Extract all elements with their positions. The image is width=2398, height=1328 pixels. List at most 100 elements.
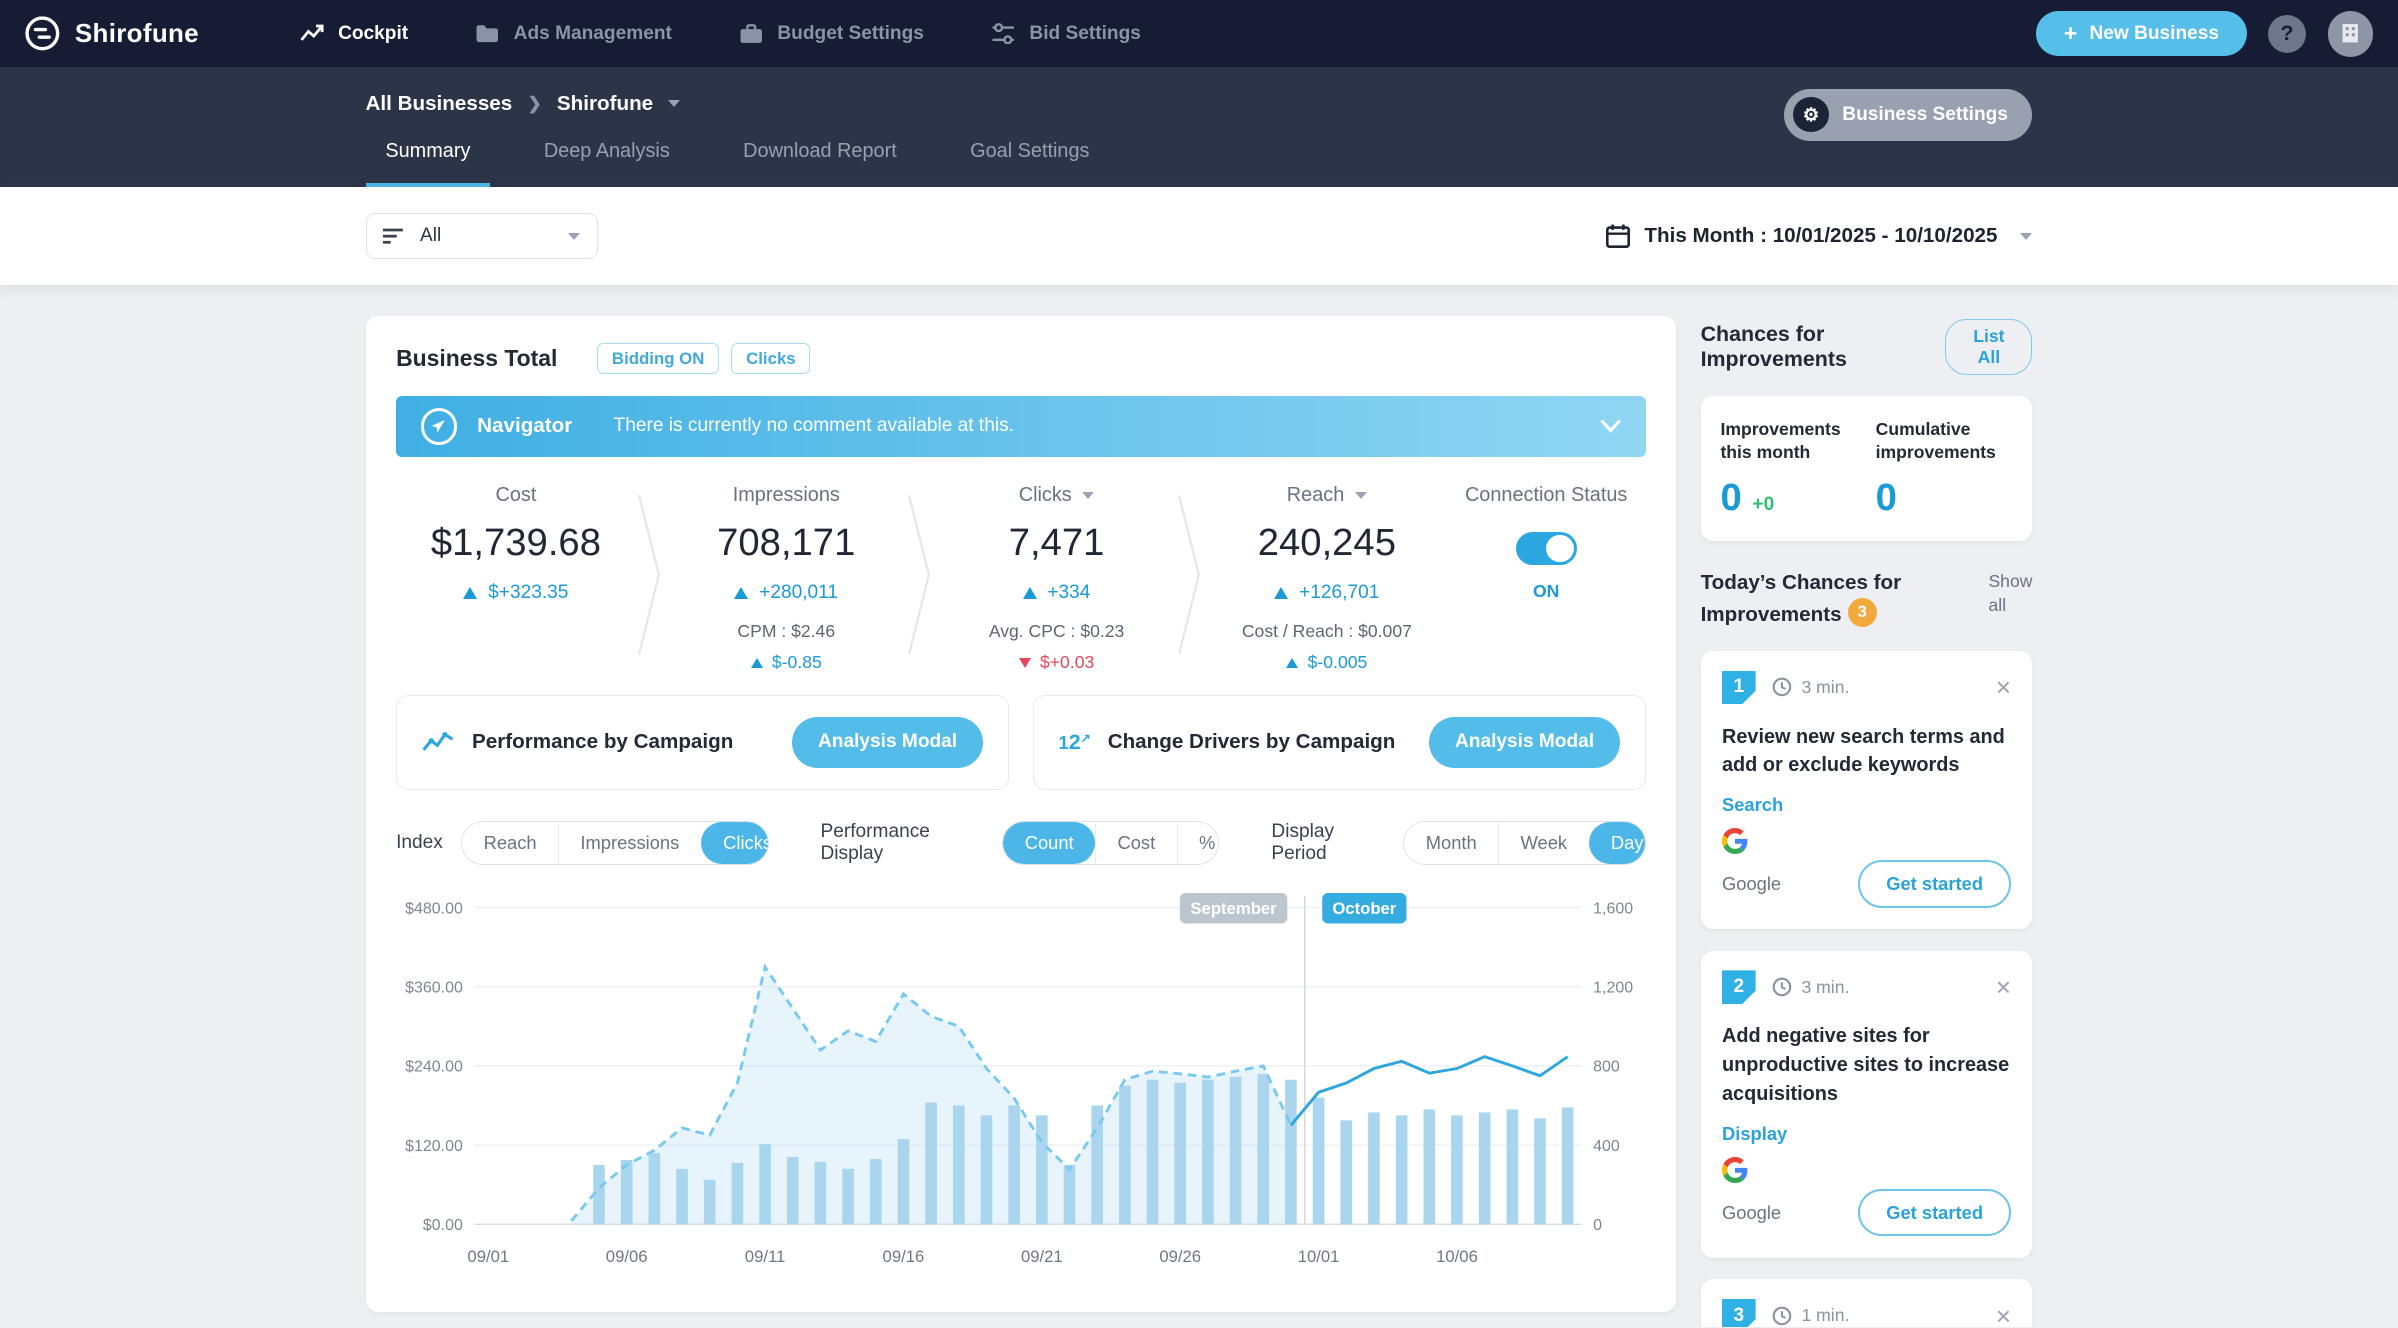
- clicks-bar[interactable]: [1479, 1112, 1491, 1224]
- display-option-cost[interactable]: Cost: [1095, 822, 1177, 864]
- clicks-bar[interactable]: [1534, 1118, 1546, 1224]
- close-icon[interactable]: ×: [1996, 674, 2011, 700]
- performance-by-campaign-panel: Performance by Campaign Analysis Modal: [396, 695, 1009, 790]
- clicks-bar[interactable]: [953, 1105, 965, 1224]
- improvements-sidebar: Chances for Improvements List All Improv…: [1701, 316, 2033, 1328]
- main-menu: Cockpit Ads Management Budget Settings B…: [266, 0, 1174, 67]
- performance-display-label: Performance Display: [820, 821, 983, 865]
- clicks-bar[interactable]: [815, 1161, 827, 1223]
- period-option-week[interactable]: Week: [1498, 822, 1588, 864]
- clicks-bar[interactable]: [1008, 1105, 1020, 1224]
- kpi-sub-delta: $-0.005: [1308, 652, 1368, 673]
- close-icon[interactable]: ×: [1996, 1303, 2011, 1328]
- improvement-number-badge: 1: [1722, 671, 1756, 705]
- change-drivers-panel: 12↗ Change Drivers by Campaign Analysis …: [1033, 695, 1646, 790]
- clicks-bar[interactable]: [842, 1168, 854, 1223]
- metric-caret-icon[interactable]: [1082, 492, 1094, 499]
- clicks-bar[interactable]: [1396, 1115, 1408, 1224]
- date-range-picker[interactable]: This Month : 10/01/2025 - 10/10/2025: [1605, 223, 2033, 249]
- clicks-bar[interactable]: [1507, 1109, 1519, 1224]
- tab-deep-analysis[interactable]: Deep Analysis: [524, 140, 690, 187]
- user-avatar[interactable]: [2328, 11, 2374, 57]
- up-arrow-icon: [1286, 658, 1298, 668]
- clicks-bar[interactable]: [1174, 1082, 1186, 1224]
- google-icon: [1722, 1157, 1748, 1183]
- help-icon[interactable]: ?: [2268, 15, 2306, 53]
- breadcrumb-all-businesses[interactable]: All Businesses: [366, 92, 513, 116]
- nav-item-budget-settings[interactable]: Budget Settings: [706, 0, 958, 67]
- nav-item-ads-management[interactable]: Ads Management: [442, 0, 706, 67]
- list-all-button[interactable]: List All: [1945, 319, 2032, 375]
- clicks-bar[interactable]: [732, 1162, 744, 1223]
- clicks-bar[interactable]: [898, 1139, 910, 1224]
- show-all-link[interactable]: Showall: [1988, 569, 2032, 618]
- clicks-bar[interactable]: [1451, 1115, 1463, 1224]
- kpi-delta: +280,011: [759, 582, 838, 604]
- tab-download-report[interactable]: Download Report: [723, 140, 916, 187]
- clock-icon: [1772, 977, 1792, 997]
- period-option-month[interactable]: Month: [1404, 822, 1498, 864]
- index-option-clicks[interactable]: Clicks: [701, 822, 769, 864]
- period-option-day[interactable]: Day: [1589, 822, 1646, 864]
- clicks-bar[interactable]: [870, 1158, 882, 1223]
- clicks-bar[interactable]: [704, 1179, 716, 1224]
- metric-caret-icon[interactable]: [1355, 492, 1367, 499]
- close-icon[interactable]: ×: [1996, 974, 2011, 1000]
- campaign-filter-select[interactable]: All: [366, 213, 598, 259]
- filter-icon: [383, 227, 404, 245]
- improvement-number-badge: 3: [1722, 1299, 1756, 1327]
- kpi-value: 240,245: [1258, 521, 1396, 565]
- clicks-bar[interactable]: [1424, 1109, 1436, 1224]
- navigator-expand-chevron-icon[interactable]: [1600, 419, 1621, 433]
- improvement-card-2: 2 3 min. × Add negative sites for unprod…: [1701, 951, 2033, 1258]
- clicks-bar[interactable]: [1285, 1079, 1297, 1224]
- clicks-bar[interactable]: [787, 1156, 799, 1223]
- nav-label: Cockpit: [338, 23, 408, 45]
- clicks-bar[interactable]: [1147, 1079, 1159, 1224]
- index-option-reach[interactable]: Reach: [462, 822, 558, 864]
- tab-summary[interactable]: Summary: [366, 140, 491, 187]
- clicks-bar[interactable]: [759, 1144, 771, 1224]
- get-started-button[interactable]: Get started: [1858, 1189, 2011, 1236]
- improvement-number-badge: 2: [1722, 970, 1756, 1004]
- clicks-bar[interactable]: [1036, 1115, 1048, 1224]
- clicks-bar[interactable]: [925, 1102, 937, 1224]
- improvement-card-1: 1 3 min. × Review new search terms and a…: [1701, 651, 2033, 929]
- clicks-bar[interactable]: [1313, 1097, 1325, 1224]
- kpi-label: Impressions: [733, 484, 840, 507]
- business-dropdown-caret-icon[interactable]: [668, 100, 680, 107]
- tab-goal-settings[interactable]: Goal Settings: [950, 140, 1109, 187]
- clicks-bar[interactable]: [1119, 1085, 1131, 1224]
- clicks-bar[interactable]: [1562, 1107, 1574, 1224]
- breadcrumb-current-business[interactable]: Shirofune: [557, 92, 653, 116]
- shirofune-logo[interactable]: Shirofune: [24, 15, 198, 52]
- performance-analysis-modal-button[interactable]: Analysis Modal: [792, 717, 983, 767]
- business-settings-button[interactable]: ⚙ Business Settings: [1784, 89, 2032, 141]
- change-drivers-analysis-modal-button[interactable]: Analysis Modal: [1429, 717, 1620, 767]
- svg-text:October: October: [1332, 899, 1396, 918]
- business-header: All Businesses ❯ Shirofune ⚙ Business Se…: [0, 67, 2398, 187]
- nav-item-cockpit[interactable]: Cockpit: [266, 0, 442, 67]
- clicks-bar[interactable]: [649, 1152, 661, 1223]
- clicks-bar[interactable]: [1064, 1164, 1076, 1223]
- date-caret-icon: [2020, 233, 2032, 240]
- kpi-separator: [906, 475, 937, 673]
- clicks-bar[interactable]: [1258, 1073, 1270, 1223]
- clicks-bar[interactable]: [1230, 1076, 1242, 1223]
- platform-label: Google: [1722, 1202, 1781, 1224]
- display-option-count[interactable]: Count: [1003, 822, 1095, 864]
- new-business-button[interactable]: + New Business: [2036, 11, 2246, 55]
- clicks-bar[interactable]: [676, 1168, 688, 1223]
- navigator-banner[interactable]: Navigator There is currently no comment …: [396, 396, 1645, 457]
- get-started-button[interactable]: Get started: [1858, 860, 2011, 907]
- connection-toggle[interactable]: [1516, 532, 1577, 566]
- nav-item-bid-settings[interactable]: Bid Settings: [958, 0, 1175, 67]
- clicks-bar[interactable]: [1341, 1120, 1353, 1224]
- display-option-percent[interactable]: %: [1177, 822, 1220, 864]
- clicks-bar[interactable]: [1202, 1079, 1214, 1224]
- kpi-label: Clicks: [1019, 484, 1072, 507]
- clicks-bar[interactable]: [1368, 1112, 1380, 1224]
- clicks-bar[interactable]: [981, 1115, 993, 1224]
- index-option-impressions[interactable]: Impressions: [558, 822, 701, 864]
- shirofune-logo-icon: [24, 15, 61, 52]
